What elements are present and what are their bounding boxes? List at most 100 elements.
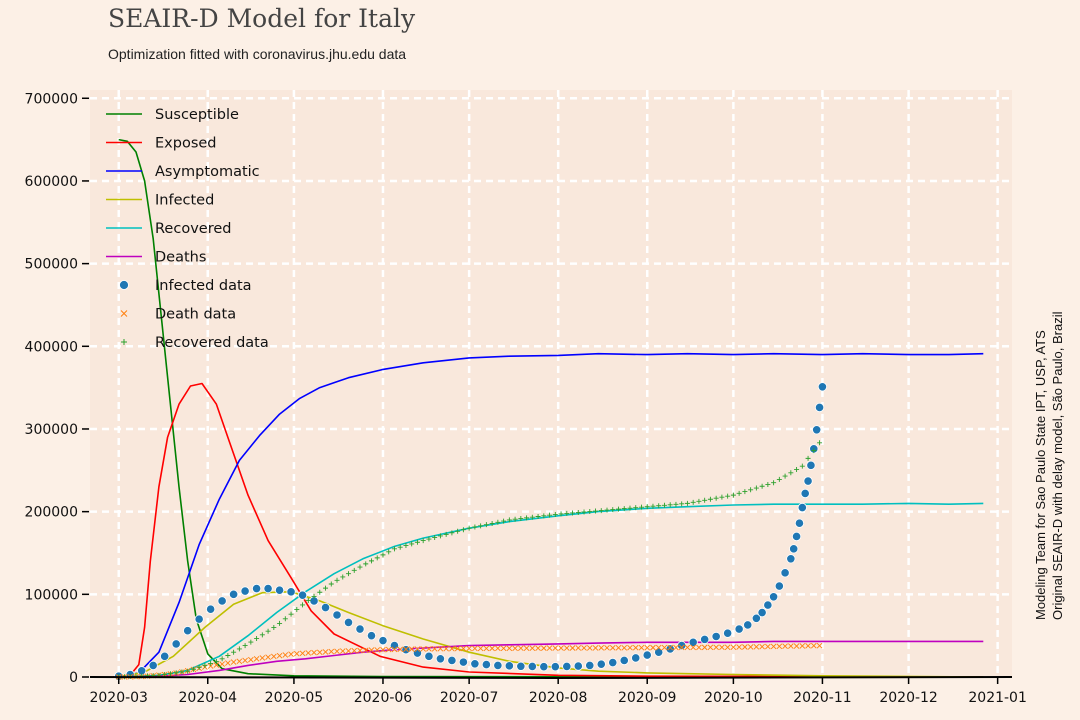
series-line-exposed: [112, 382, 984, 678]
data-point: [300, 602, 306, 608]
data-point: [460, 645, 467, 652]
legend-label: Death data: [155, 307, 236, 323]
data-point: [179, 669, 185, 675]
data-point: [719, 494, 725, 500]
data-point: [408, 646, 415, 652]
data-point: [322, 649, 329, 655]
data-point: [512, 645, 518, 652]
x-axis-line: [89, 676, 1013, 679]
legend-swatch: [119, 280, 129, 290]
data-point: [743, 620, 753, 630]
data-point: [621, 644, 628, 651]
data-point: [665, 644, 675, 654]
legend-item-infected: Infected: [106, 193, 214, 209]
data-point: [644, 644, 651, 651]
data-point: [518, 516, 524, 522]
data-point: [183, 626, 193, 636]
data-point: [799, 463, 805, 469]
series-line-susceptible: [118, 138, 984, 678]
data-point: [190, 666, 196, 672]
data-point: [678, 644, 685, 651]
data-point: [679, 501, 685, 507]
data-point: [391, 646, 398, 653]
data-point: [748, 487, 754, 493]
data-point: [661, 502, 667, 508]
data-point: [535, 645, 541, 651]
data-point: [362, 647, 369, 654]
data-point: [632, 644, 639, 651]
data-point: [332, 610, 342, 620]
x-tick-label: 2020-03: [89, 690, 148, 706]
data-point: [529, 645, 536, 652]
data-point: [225, 653, 231, 659]
data-point: [288, 611, 294, 617]
legend-item-asymptomatic: Asymptomatic: [106, 164, 260, 180]
data-point: [160, 651, 170, 661]
data-point: [730, 492, 736, 498]
data-point: [506, 517, 512, 523]
data-point: [552, 645, 559, 651]
data-point: [805, 643, 811, 649]
data-point: [725, 493, 731, 499]
data-point: [443, 531, 449, 537]
data-point: [734, 624, 744, 634]
data-point: [185, 668, 191, 674]
data-point: [786, 554, 796, 564]
data-point: [780, 568, 790, 578]
data-point: [817, 382, 828, 392]
data-point: [343, 617, 354, 628]
data-point: [677, 640, 687, 651]
data-point: [650, 644, 656, 651]
data-point: [586, 645, 593, 651]
data-point: [316, 649, 323, 656]
data-point: [403, 646, 409, 653]
data-point: [690, 499, 696, 505]
plot-area: [90, 90, 1012, 677]
data-point: [667, 644, 674, 651]
data-point: [655, 644, 662, 651]
series-asymptomatic: [118, 352, 984, 678]
data-point: [345, 648, 352, 654]
legend-item-recovered: Recovered: [106, 221, 231, 237]
data-point: [259, 632, 265, 638]
data-point: [765, 481, 771, 487]
data-point: [414, 646, 421, 652]
data-point: [171, 639, 181, 649]
data-point: [274, 585, 285, 595]
data-point: [788, 470, 794, 476]
data-point: [619, 655, 629, 666]
data-point: [644, 504, 650, 510]
data-point: [713, 644, 719, 651]
data-point: [564, 510, 570, 516]
x-tick-label: 2020-08: [529, 690, 588, 706]
data-point: [742, 644, 748, 650]
data-point: [219, 661, 225, 667]
data-point: [811, 448, 817, 454]
data-point: [642, 650, 652, 660]
data-point: [587, 509, 593, 515]
data-point: [794, 466, 800, 472]
data-point: [610, 507, 616, 513]
legend-label: Exposed: [155, 136, 217, 152]
data-point: [593, 508, 599, 514]
data-point: [271, 653, 277, 660]
data-point: [251, 583, 262, 594]
data-point: [265, 654, 271, 661]
data-point: [271, 625, 277, 631]
x-tick-label: 2020-06: [354, 690, 413, 706]
data-point: [489, 645, 495, 652]
data-point: [420, 646, 427, 652]
legend-swatch: [120, 310, 128, 317]
data-point: [550, 662, 560, 672]
data-point: [573, 661, 583, 671]
data-point: [374, 555, 380, 561]
data-point: [167, 671, 173, 677]
data-point: [598, 645, 605, 651]
series-line-infected: [118, 591, 984, 678]
data-point: [277, 620, 283, 626]
data-point: [696, 644, 702, 651]
data-point: [412, 648, 423, 658]
data-point: [806, 460, 816, 470]
data-point: [208, 660, 214, 666]
